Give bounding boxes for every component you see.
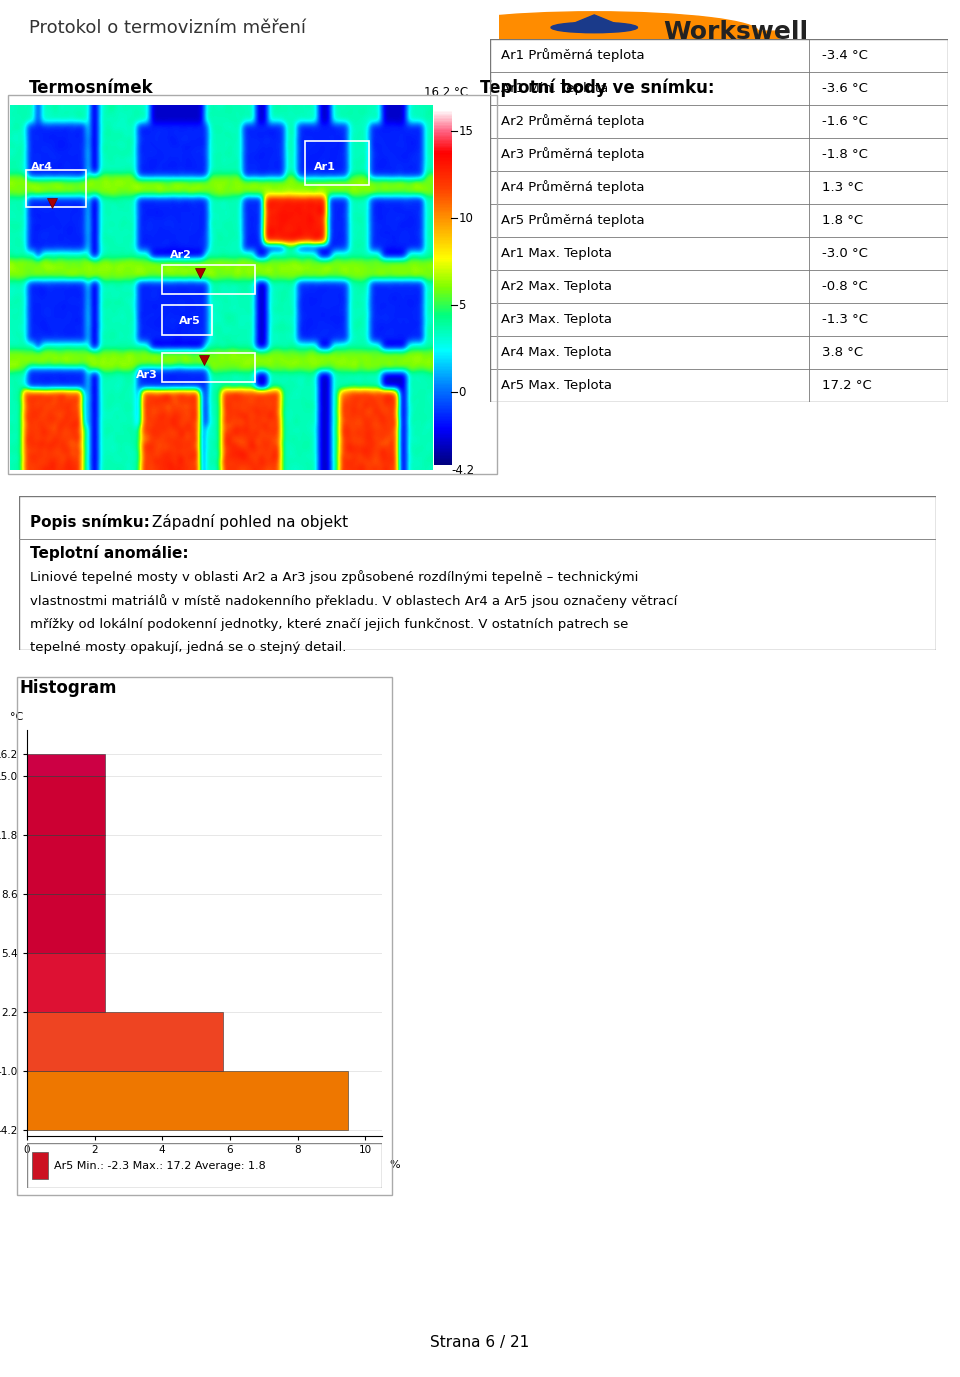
Text: -1.3 °C: -1.3 °C <box>823 313 868 326</box>
Text: Ar4 Průměrná teplota: Ar4 Průměrná teplota <box>501 180 644 194</box>
Text: 1.8 °C: 1.8 °C <box>823 213 863 227</box>
Text: Termosnímek: Termosnímek <box>29 78 154 98</box>
Text: Ar4: Ar4 <box>31 162 53 172</box>
Text: Histogram: Histogram <box>19 679 117 697</box>
Text: Ar3 Max. Teplota: Ar3 Max. Teplota <box>501 313 612 326</box>
Text: -3.6 °C: -3.6 °C <box>823 81 868 95</box>
Text: Liniové tepelné mosty v oblasti Ar2 a Ar3 jsou způsobené rozdílnými tepelně – te: Liniové tepelné mosty v oblasti Ar2 a Ar… <box>30 570 638 584</box>
Text: Západní pohled na objekt: Západní pohled na objekt <box>152 514 348 530</box>
Bar <box>161 353 254 381</box>
Text: Ar3: Ar3 <box>136 370 158 380</box>
Text: Workswell: Workswell <box>663 19 808 44</box>
Text: 1.3 °C: 1.3 °C <box>823 180 864 194</box>
Text: 15: 15 <box>459 124 473 138</box>
Text: Ar5: Ar5 <box>179 315 201 325</box>
Text: 10: 10 <box>459 212 473 224</box>
Text: %: % <box>389 1161 399 1170</box>
Text: vlastnostmi matriálů v místě nadokenního překladu. V oblastech Ar4 a Ar5 jsou oz: vlastnostmi matriálů v místě nadokenního… <box>30 593 678 607</box>
Bar <box>27 753 105 777</box>
Text: 0: 0 <box>459 386 466 399</box>
Text: Ar5 Max. Teplota: Ar5 Max. Teplota <box>501 379 612 392</box>
Text: -3.0 °C: -3.0 °C <box>823 246 868 260</box>
FancyBboxPatch shape <box>409 32 780 39</box>
Text: 3.8 °C: 3.8 °C <box>823 346 863 359</box>
Text: mřížky od lokální podokenní jednotky, které značí jejich funkčnost. V ostatních : mřížky od lokální podokenní jednotky, kt… <box>30 617 629 631</box>
Circle shape <box>551 22 637 33</box>
Text: -0.8 °C: -0.8 °C <box>823 280 868 293</box>
Text: Ar5 Min.: -2.3 Max.: 17.2 Average: 1.8: Ar5 Min.: -2.3 Max.: 17.2 Average: 1.8 <box>54 1161 265 1170</box>
Bar <box>161 266 254 295</box>
Text: -4.2: -4.2 <box>451 464 474 476</box>
Text: Ar1 Max. Teplota: Ar1 Max. Teplota <box>501 246 612 260</box>
Text: Ar4 Max. Teplota: Ar4 Max. Teplota <box>501 346 612 359</box>
Text: Teplotní anomálie:: Teplotní anomálie: <box>30 545 189 560</box>
Bar <box>27 777 105 834</box>
Bar <box>27 1012 223 1071</box>
Bar <box>33 1153 48 1179</box>
Text: tepelné mosty opakují, jedná se o stejný detail.: tepelné mosty opakují, jedná se o stejný… <box>30 642 347 654</box>
Text: -1.8 °C: -1.8 °C <box>823 147 868 161</box>
Text: 16.2 °C: 16.2 °C <box>424 85 468 99</box>
Bar <box>27 1071 348 1131</box>
Text: °C: °C <box>10 712 23 722</box>
Bar <box>27 953 105 1012</box>
Text: Ar3 Průměrná teplota: Ar3 Průměrná teplota <box>501 147 645 161</box>
Polygon shape <box>560 15 629 29</box>
Text: Popis snímku:: Popis snímku: <box>30 514 150 530</box>
Text: Protokol o termovizním měření: Protokol o termovizním měření <box>29 18 306 37</box>
Bar <box>27 894 105 953</box>
Text: Ar2 Max. Teplota: Ar2 Max. Teplota <box>501 280 612 293</box>
Bar <box>27 834 105 894</box>
Bar <box>27 171 85 207</box>
Text: Teplotní body ve snímku:: Teplotní body ve snímku: <box>480 78 714 98</box>
Text: Ar1: Ar1 <box>314 162 336 172</box>
Text: 5: 5 <box>459 299 466 311</box>
Text: 17.2 °C: 17.2 °C <box>823 379 872 392</box>
Text: Ar5 Průměrná teplota: Ar5 Průměrná teplota <box>501 213 645 227</box>
Bar <box>161 306 212 335</box>
Text: -1.6 °C: -1.6 °C <box>823 114 868 128</box>
Bar <box>305 140 369 185</box>
Text: Ar1 Min. Teplota: Ar1 Min. Teplota <box>501 81 609 95</box>
Text: -3.4 °C: -3.4 °C <box>823 48 868 62</box>
Text: Strana 6 / 21: Strana 6 / 21 <box>430 1336 530 1349</box>
Wedge shape <box>430 12 758 32</box>
Text: Ar1 Průměrná teplota: Ar1 Průměrná teplota <box>501 48 645 62</box>
Text: Ar2: Ar2 <box>170 249 192 260</box>
Text: Ar2 Průměrná teplota: Ar2 Průměrná teplota <box>501 114 645 128</box>
